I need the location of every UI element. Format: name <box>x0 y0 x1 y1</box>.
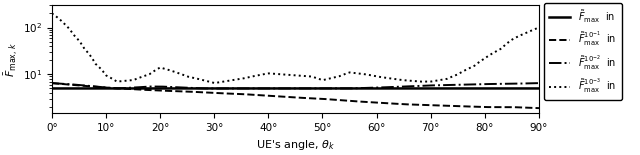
X-axis label: UE's angle, $\theta_k$: UE's angle, $\theta_k$ <box>256 138 335 152</box>
Y-axis label: $\bar{F}_{\mathrm{max},\,k}$: $\bar{F}_{\mathrm{max},\,k}$ <box>3 41 20 77</box>
Legend: $\tilde{F}_{\mathrm{max}}$  in , $\tilde{F}_{\mathrm{max}}^{10^{-1}}$  in , $\ti: $\tilde{F}_{\mathrm{max}}$ in , $\tilde{… <box>544 3 622 100</box>
